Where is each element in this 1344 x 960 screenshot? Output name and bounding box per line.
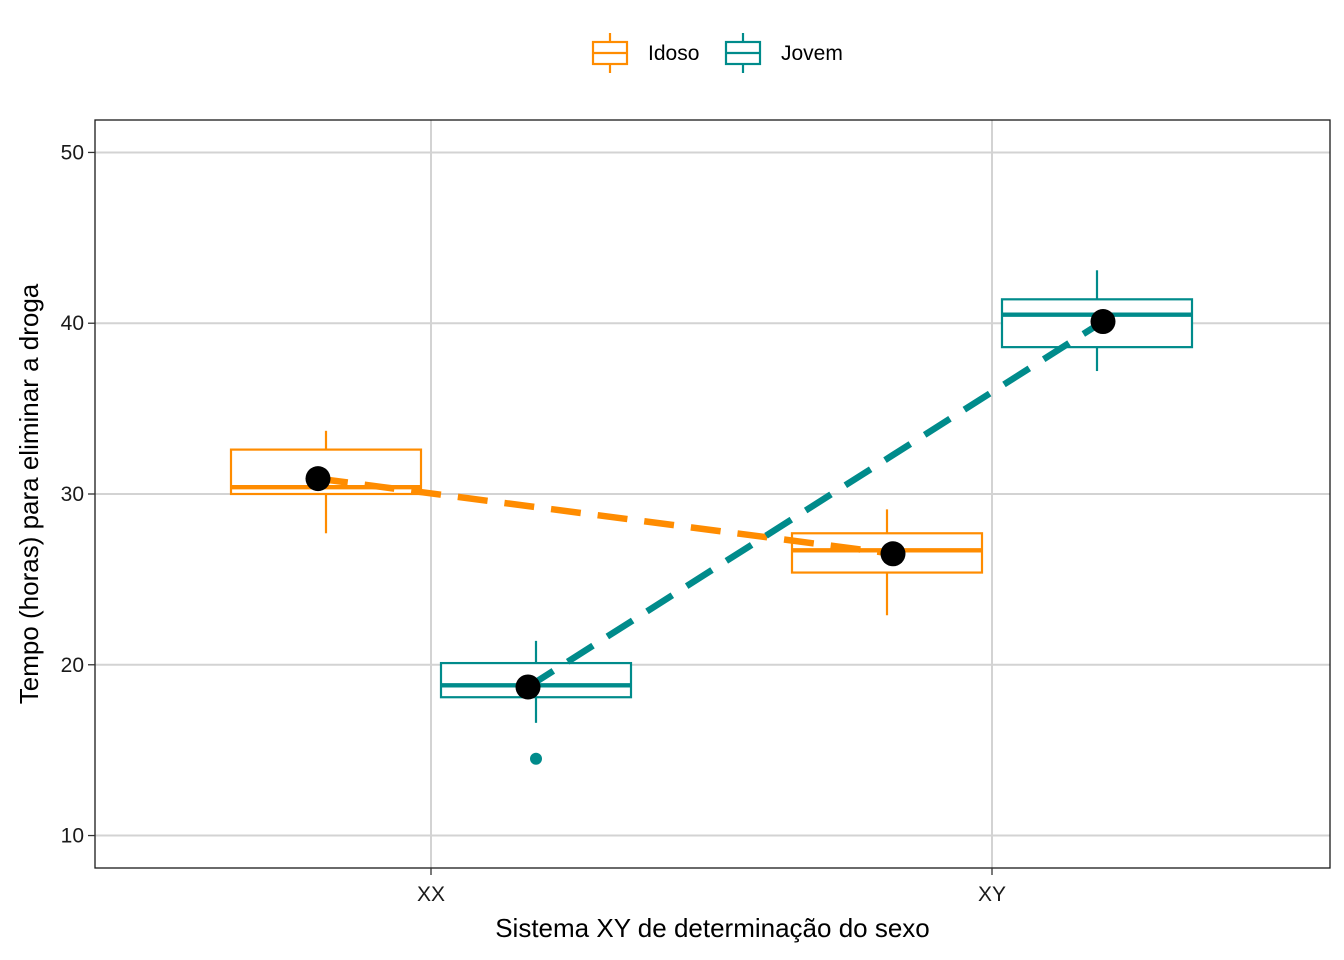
x-axis-title: Sistema XY de determinação do sexo <box>495 913 930 943</box>
mean-point-idoso <box>305 466 331 492</box>
x-tick-label: XY <box>978 883 1006 906</box>
outlier-point <box>530 752 542 765</box>
mean-point-idoso <box>880 541 906 567</box>
y-tick-label: 20 <box>61 654 84 677</box>
legend-item-jovem: Jovem <box>724 33 843 73</box>
y-tick-label: 40 <box>61 312 84 335</box>
legend: Idoso Jovem <box>591 33 843 73</box>
mean-lines <box>317 318 1105 690</box>
mean-point-jovem <box>515 674 541 700</box>
x-tick-label: XX <box>417 883 445 906</box>
boxplot-jovem-xx <box>439 640 633 765</box>
mean-line-jovem <box>526 318 1105 690</box>
legend-label: Jovem <box>781 42 843 65</box>
y-tick-label: 30 <box>61 483 84 506</box>
y-tick-label: 50 <box>61 141 84 164</box>
y-axis-title: Tempo (horas) para eliminar a droga <box>14 283 44 704</box>
mean-point-jovem <box>1090 309 1116 335</box>
y-tick-label: 10 <box>61 825 84 848</box>
boxplots <box>229 270 1194 765</box>
mean-line-idoso <box>317 475 894 557</box>
axes: 10 20 30 40 50 XX XY <box>61 141 1006 906</box>
legend-item-idoso: Idoso <box>591 33 699 73</box>
legend-label: Idoso <box>648 42 699 65</box>
mean-points <box>305 309 1116 700</box>
